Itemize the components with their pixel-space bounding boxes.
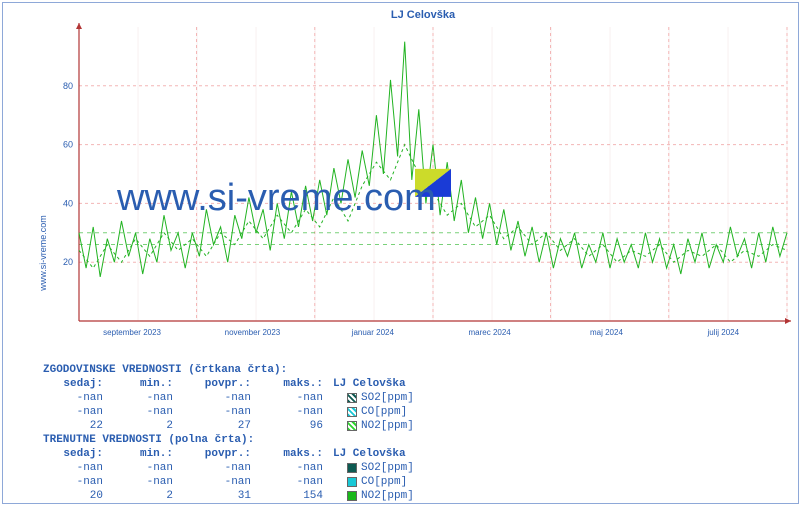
legend-hist-title: ZGODOVINSKE VREDNOSTI (črtkana črta): [43, 363, 788, 377]
svg-text:maj 2024: maj 2024 [590, 328, 623, 337]
source-label: www.si-vreme.com [38, 215, 48, 291]
legend-hist-header: sedaj: min.: povpr.: maks.: LJ Celovška [43, 377, 788, 391]
legend-row: 20231154NO2[ppm] [43, 489, 788, 503]
chart-area: LJ Celovška 20406080september 2023novemb… [51, 9, 795, 351]
legend-curr-header: sedaj: min.: povpr.: maks.: LJ Celovška [43, 447, 788, 461]
legend-series-label: NO2[ppm] [361, 419, 414, 433]
legend-swatch-icon [347, 463, 357, 473]
legend-swatch-icon [347, 491, 357, 501]
svg-text:julij 2024: julij 2024 [706, 328, 739, 337]
legend-swatch-icon [347, 393, 357, 403]
legend-row: -nan-nan-nan-nanCO[ppm] [43, 405, 788, 419]
svg-text:september 2023: september 2023 [103, 328, 161, 337]
legend-series-label: SO2[ppm] [361, 391, 414, 405]
legend-row: -nan-nan-nan-nanCO[ppm] [43, 475, 788, 489]
legend-series-label: CO[ppm] [361, 405, 407, 419]
chart-svg: 20 40 60 80 september 2023 november 2023 janua… [51, 9, 795, 351]
legend-series-label: SO2[ppm] [361, 461, 414, 475]
svg-text:40: 40 [63, 198, 73, 208]
outer-frame: www.si-vreme.com LJ Celovška 20406080sep… [2, 2, 799, 504]
legend-row: -nan-nan-nan-nanSO2[ppm] [43, 391, 788, 405]
legend-block: ZGODOVINSKE VREDNOSTI (črtkana črta): se… [43, 363, 788, 503]
svg-text:60: 60 [63, 140, 73, 150]
legend-row: -nan-nan-nan-nanSO2[ppm] [43, 461, 788, 475]
legend-swatch-icon [347, 421, 357, 431]
legend-series-label: NO2[ppm] [361, 489, 414, 503]
svg-text:november 2023: november 2023 [225, 328, 281, 337]
svg-text:20: 20 [63, 257, 73, 267]
legend-swatch-icon [347, 407, 357, 417]
svg-text:marec 2024: marec 2024 [469, 328, 512, 337]
legend-curr-title: TRENUTNE VREDNOSTI (polna črta): [43, 433, 788, 447]
legend-swatch-icon [347, 477, 357, 487]
svg-text:januar 2024: januar 2024 [351, 328, 395, 337]
legend-row: 2222796NO2[ppm] [43, 419, 788, 433]
legend-series-label: CO[ppm] [361, 475, 407, 489]
svg-text:80: 80 [63, 81, 73, 91]
